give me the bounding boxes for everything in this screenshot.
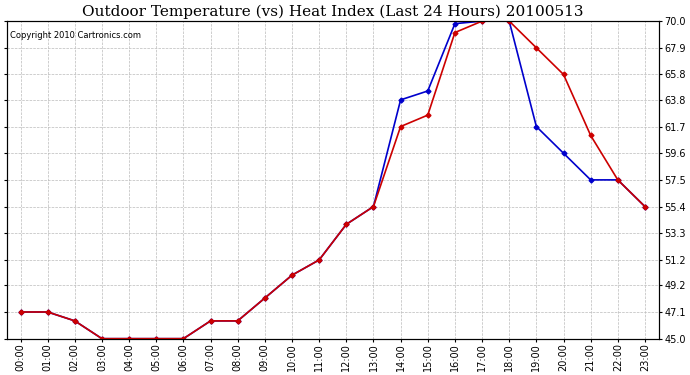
Title: Outdoor Temperature (vs) Heat Index (Last 24 Hours) 20100513: Outdoor Temperature (vs) Heat Index (Las… [82, 4, 584, 18]
Text: Copyright 2010 Cartronics.com: Copyright 2010 Cartronics.com [10, 31, 141, 40]
